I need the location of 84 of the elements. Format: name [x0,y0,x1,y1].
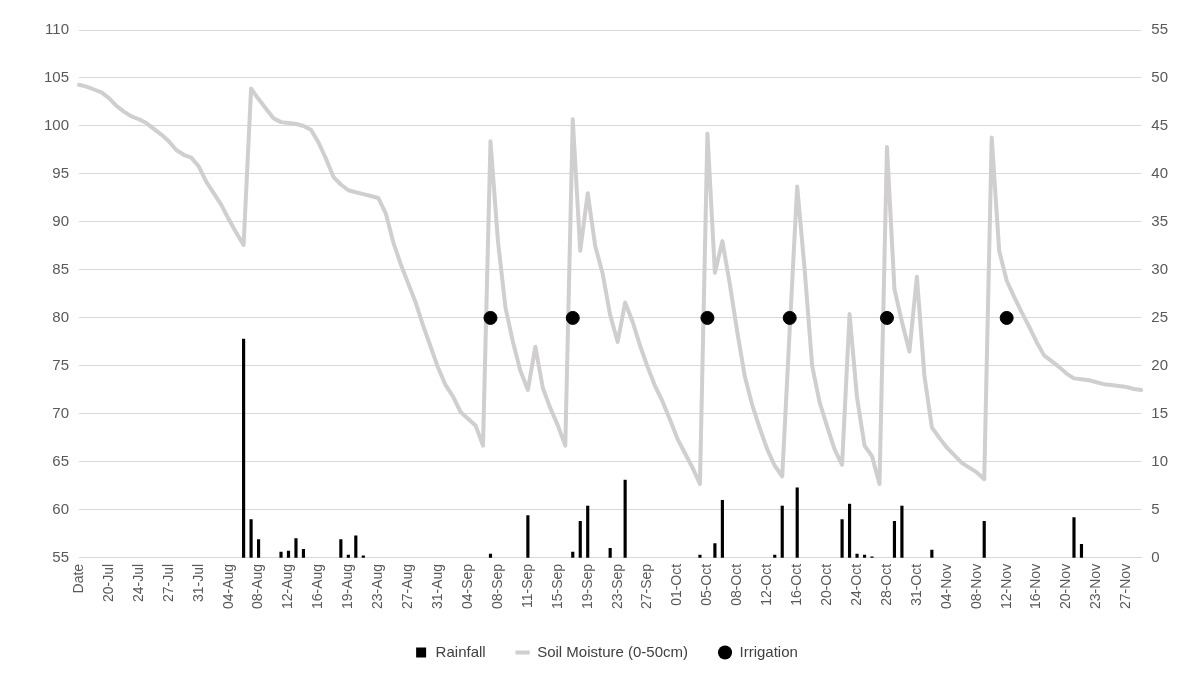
y2-tick-label: 40 [1151,164,1168,182]
bar [855,553,859,558]
y-tick-label: 55 [52,548,70,565]
x-tick-label: 23-Aug [369,563,386,610]
y-tick-label: 110 [45,20,70,38]
bar [720,499,724,558]
x-tick-label: 19-Sep [578,563,595,610]
x-tick-label: 20-Nov [1057,563,1074,609]
x-tick-label: 05-Oct [698,563,715,606]
y2-tick-label: 5 [1151,500,1160,518]
bar [354,535,358,558]
bar [900,505,904,558]
x-tick-label: 16-Nov [1027,563,1044,609]
x-tick-label: 31-Aug [428,563,445,610]
bar [279,551,283,558]
x-tick-label: 08-Aug [249,563,266,610]
x-tick-label: 20-Oct [817,563,834,606]
x-tick-label: 31-Oct [907,563,924,606]
x-tick-label: 11-Sep [518,563,535,608]
x-tick-label: 27-Sep [638,563,655,610]
x-tick-label: 23-Nov [1087,563,1104,609]
x-tick-label: 27-Jul [159,563,176,602]
y-tick-label: 105 [44,68,70,86]
x-tick-label: 27-Aug [399,563,416,610]
bar [249,519,253,558]
x-tick-label: 27-Nov [1117,563,1134,609]
y2-tick-label: 50 [1151,68,1168,86]
y-tick-label: 75 [52,356,70,374]
y-tick-label: 90 [52,212,70,230]
bar [982,521,986,558]
x-tick-label: 15-Sep [548,563,565,610]
x-tick-label: 19-Aug [339,563,356,610]
x-tick-label: 04-Aug [219,563,236,610]
y-tick-label: 60 [52,500,70,518]
x-tick-label: 16-Aug [309,563,326,610]
x-tick-label: 08-Oct [728,563,745,606]
x-tick-label: 28-Oct [877,563,894,606]
bar [1072,517,1076,558]
x-tick-label: 12-Nov [997,563,1014,609]
bar [586,505,590,558]
y2-tick-label: 15 [1151,404,1168,422]
y-tick-label: 65 [52,452,70,470]
y-tick-label: 100 [44,116,70,134]
y2-tick-label: 25 [1151,308,1168,326]
bar [623,479,627,558]
y-tick-label: 80 [52,308,70,326]
x-tick-label: 08-Nov [967,563,984,609]
x-tick-label: 04-Nov [937,563,954,609]
legend-label: Irrigation [739,642,798,660]
y-tick-label: 70 [52,404,70,422]
bar [526,515,530,558]
y2-tick-label: 30 [1151,260,1168,278]
x-tick-label: 04-Sep [458,563,475,610]
bar [339,539,343,558]
x-tick-label: 23-Sep [608,563,625,610]
y-tick-label: 95 [52,164,70,182]
bar [840,519,844,558]
bar [578,521,582,558]
x-tick-label: 16-Oct [788,563,805,606]
y2-tick-label: 10 [1151,452,1168,470]
bar [847,503,852,558]
x-tick-label: 24-Oct [847,563,864,606]
bar [780,505,784,558]
x-tick-label: 12-Oct [758,563,775,606]
x-tick-label: 20-Jul [99,563,116,602]
y2-tick-label: 45 [1151,116,1168,134]
bar [242,338,246,558]
bar [795,487,799,558]
y2-tick-label: 0 [1151,548,1160,565]
y2-tick-label: 55 [1151,20,1168,38]
x-tick-label: Date [69,563,86,594]
x-tick-label: 01-Oct [668,563,685,606]
y2-tick-label: 35 [1151,212,1168,230]
y2-tick-label: 20 [1151,356,1168,374]
legend-label: Rainfall [435,642,486,660]
x-tick-label: 31-Jul [189,563,206,602]
x-tick-label: 08-Sep [488,563,505,610]
x-tick-label: 12-Aug [279,563,296,610]
bar [892,521,897,558]
legend-label: Soil Moisture (0-50cm) [537,642,689,660]
bar [294,538,298,558]
bar [256,539,261,558]
y-tick-label: 85 [52,260,70,278]
x-tick-label: 24-Jul [129,563,146,602]
